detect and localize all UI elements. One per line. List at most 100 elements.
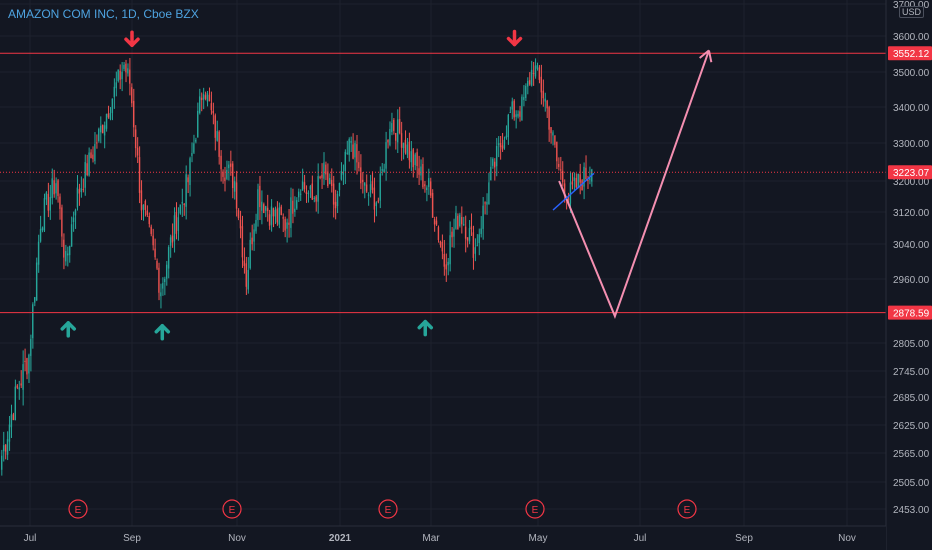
candle-body (243, 260, 246, 266)
candle-body (259, 185, 261, 208)
time-axis[interactable]: Jul Sep Nov 2021 Mar May Jul Sep Nov (0, 525, 886, 550)
candle-body (315, 196, 317, 202)
candle-body (365, 184, 368, 192)
candle-body (115, 82, 117, 89)
candle-body (554, 135, 556, 145)
candle-body (288, 222, 290, 225)
price-tick-label: 2625.00 (893, 421, 930, 432)
time-tick-label: Sep (123, 533, 141, 544)
candle-body (587, 180, 589, 182)
candle-body (369, 184, 372, 193)
time-tick-label: Jul (634, 533, 647, 544)
candle-body (441, 241, 444, 252)
candle-body (363, 182, 366, 186)
arrow-down-icon (124, 30, 140, 48)
candle-body (348, 139, 350, 155)
candle-body (146, 210, 148, 215)
candle-body (82, 189, 84, 191)
candle-body (55, 183, 57, 194)
candle-body (354, 143, 356, 158)
candle-body (410, 151, 412, 163)
candle-body (98, 128, 100, 141)
candle-body (4, 444, 7, 452)
candle-body (272, 208, 275, 217)
time-tick-label: Nov (838, 533, 856, 544)
candle-body (131, 87, 133, 104)
candle-body (230, 163, 232, 167)
candle-body (426, 187, 428, 190)
arrow-up-icon (417, 319, 433, 337)
candle-body (228, 164, 230, 169)
candle-body (560, 169, 562, 171)
candle-body (379, 173, 381, 201)
candle-body (581, 180, 583, 191)
candle-body (338, 182, 341, 191)
time-tick-label: Sep (735, 533, 753, 544)
candle-body (187, 177, 189, 183)
candle-body (511, 101, 513, 110)
candle-body (336, 193, 339, 207)
candle-body (416, 152, 418, 167)
candle-body (449, 235, 451, 265)
candle-body (224, 177, 226, 182)
candle-body (571, 181, 574, 185)
price-tick-label: 2805.00 (893, 339, 930, 350)
candle-body (80, 188, 82, 193)
price-tick-label: 2565.00 (893, 449, 930, 460)
candle-body (472, 232, 475, 258)
candle-body (158, 267, 160, 293)
candle-body (16, 385, 18, 388)
candle-body (391, 123, 393, 133)
time-tick-label: Jul (24, 533, 37, 544)
candle-body (429, 181, 432, 196)
candle-body (519, 111, 521, 117)
candle-body (435, 220, 438, 225)
candle-body (105, 113, 108, 129)
price-levels (0, 52, 886, 314)
candle-body (94, 144, 96, 162)
candle-body (101, 124, 104, 134)
candle-body (270, 206, 273, 225)
candle-body (445, 264, 447, 270)
candle-body (8, 424, 11, 442)
candle-body (319, 176, 321, 178)
candle-body (165, 264, 168, 279)
candle-body (317, 176, 319, 202)
candle-body (437, 227, 440, 240)
currency-badge[interactable]: USD (899, 6, 925, 18)
candle-body (173, 215, 176, 242)
price-tick-label: 2453.00 (893, 505, 930, 516)
candle-body (1, 455, 3, 470)
price-tick-label: 2960.00 (893, 275, 930, 286)
candle-body (474, 247, 476, 254)
candle-body (132, 100, 135, 128)
earnings-marker-label: E (385, 505, 392, 516)
symbol-title[interactable]: AMAZON COM INC, 1D, Cboe BZX (8, 7, 199, 21)
candle-body (330, 179, 333, 187)
candle-body (268, 214, 271, 226)
candle-body (373, 187, 376, 210)
candle-body (109, 112, 112, 120)
price-axis-bg (886, 0, 932, 550)
earnings-marker-label: E (532, 505, 539, 516)
price-axis[interactable]: 3700.00 3600.00 3500.00 3400.00 3300.00 3200.… (885, 0, 932, 550)
candle-body (249, 239, 251, 269)
candle-body (534, 65, 537, 77)
candle-body (179, 204, 181, 214)
candle-body (453, 228, 455, 237)
candle-body (241, 226, 244, 258)
candle-body (563, 183, 566, 197)
candle-body (266, 207, 269, 212)
candle-body (154, 248, 156, 258)
candle-body (299, 193, 302, 195)
candle-body (92, 154, 94, 160)
candle-body (63, 239, 65, 258)
candle-body (123, 64, 125, 69)
candle-body (117, 69, 119, 81)
candle-body (433, 218, 436, 225)
candle-body (257, 189, 259, 221)
candle-body (455, 212, 457, 229)
candle-body (360, 167, 362, 184)
